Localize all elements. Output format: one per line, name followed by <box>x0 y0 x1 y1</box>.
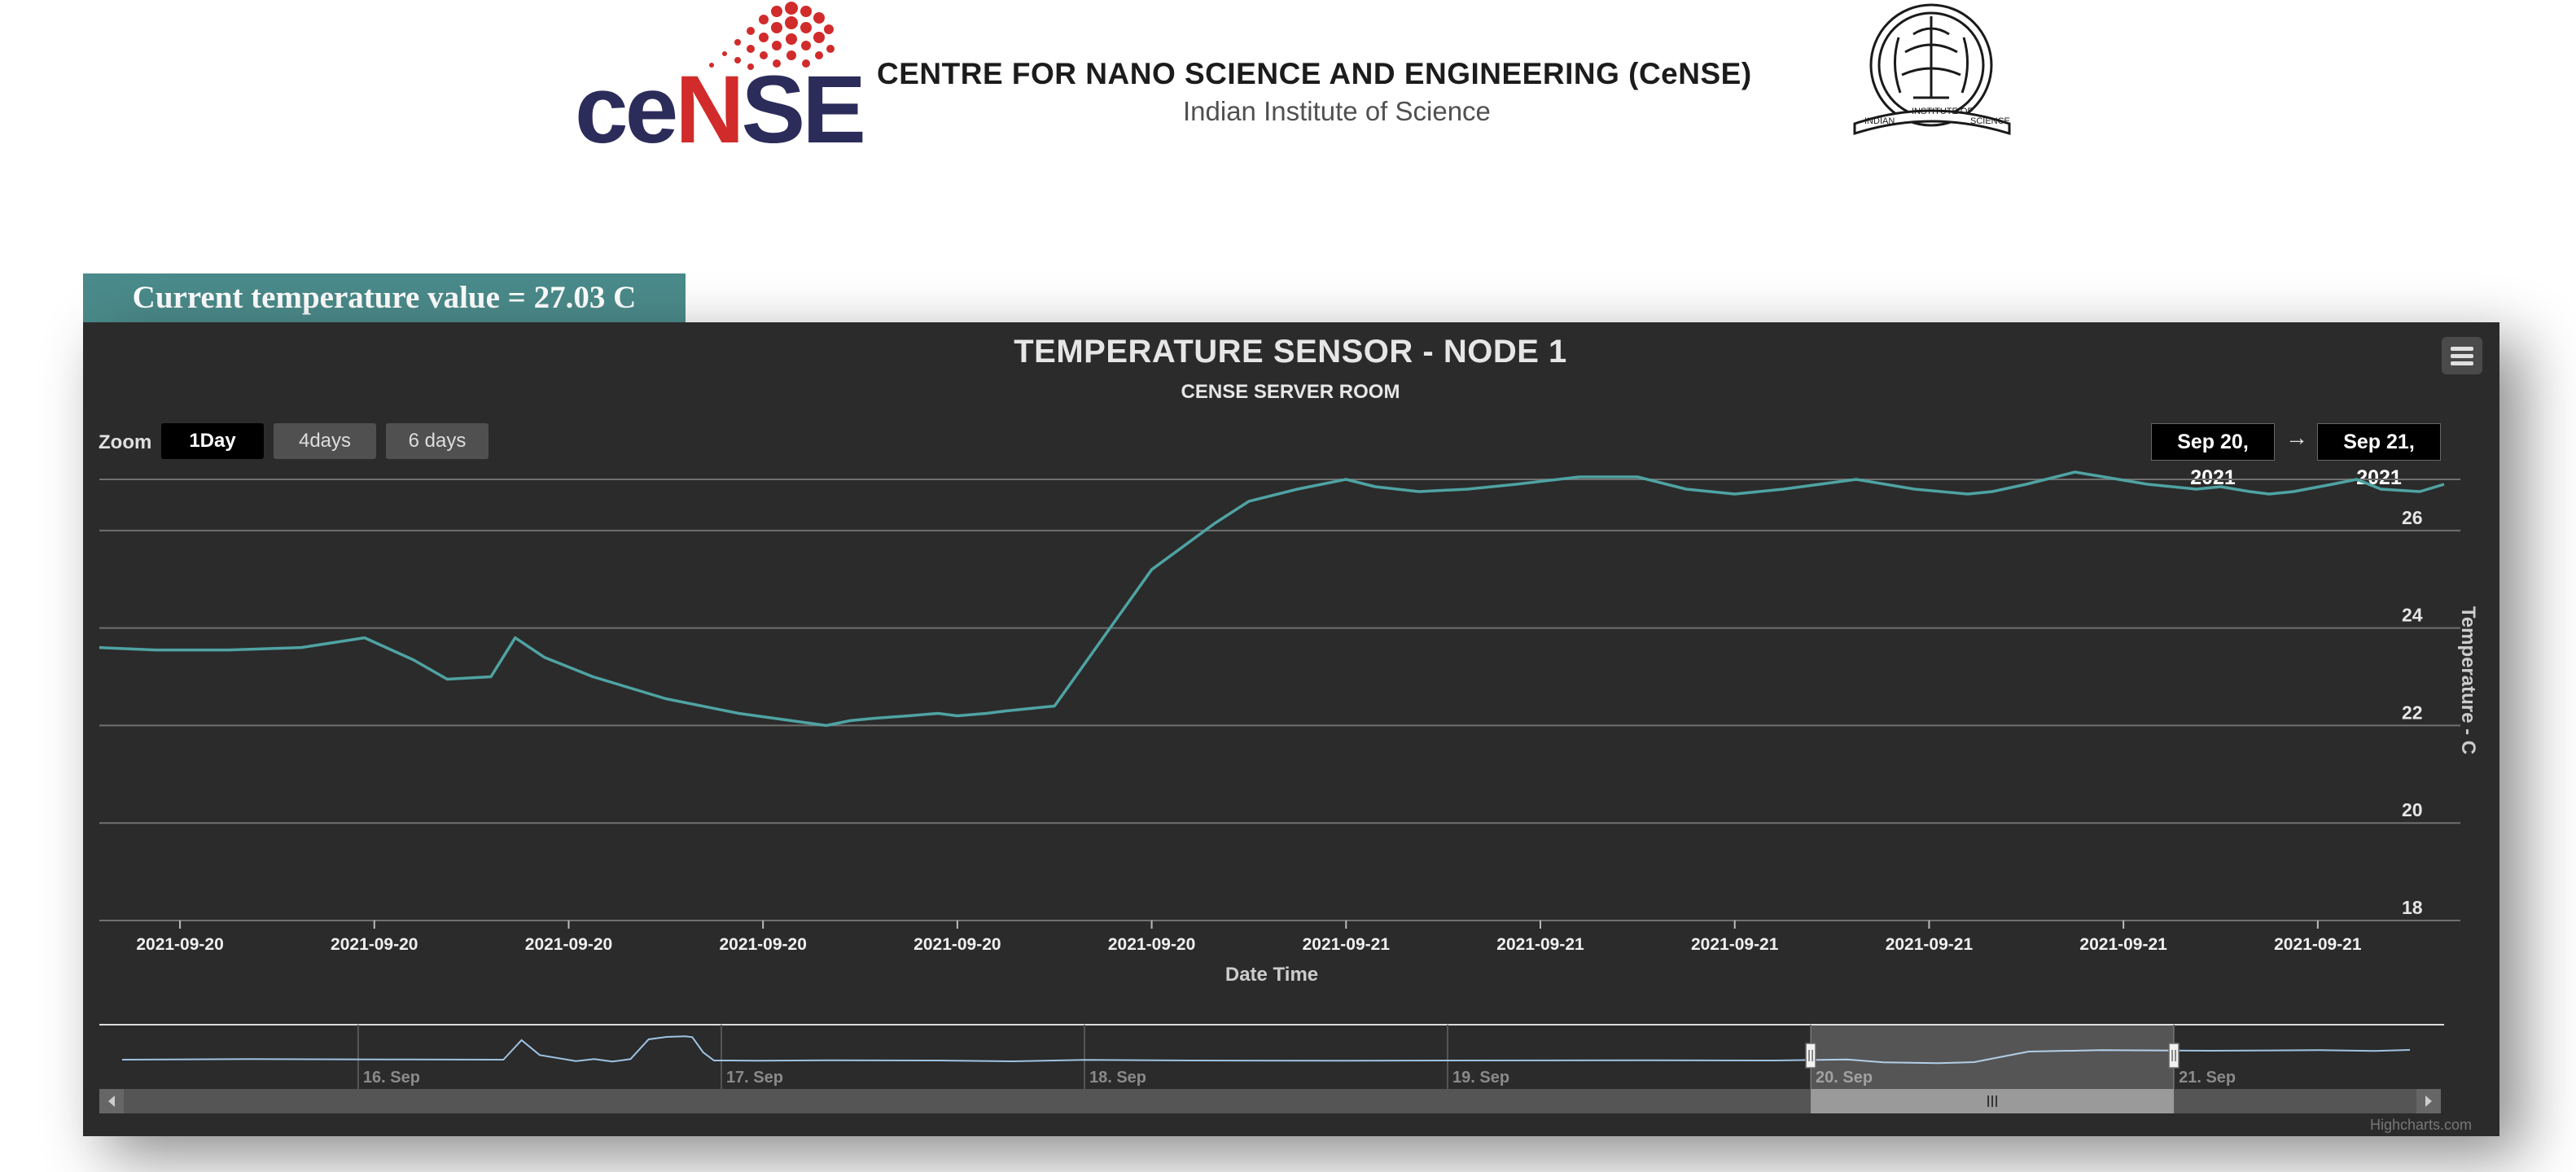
chart-title: TEMPERATURE SENSOR - NODE 1 <box>1014 334 1567 370</box>
x-axis-title: Date Time <box>1225 964 1318 986</box>
x-tick-label: 2021-09-21 <box>1303 935 1391 954</box>
chart-series <box>99 470 2445 728</box>
navigator-tick-label: 17. Sep <box>726 1069 783 1087</box>
y-tick-label: 24 <box>2402 605 2423 626</box>
temperature-series-line <box>99 470 2445 728</box>
range-from-input[interactable]: Sep 20, 2021 <box>2151 423 2275 489</box>
cense-logo-dots-icon <box>709 2 835 70</box>
chart-subtitle: CENSE SERVER ROOM <box>1181 381 1400 403</box>
y-axis-title: Temperature - C <box>2457 606 2479 754</box>
navigator-tick-label: 16. Sep <box>363 1069 420 1087</box>
zoom-1day-button[interactable]: 1Day <box>161 423 264 459</box>
chart-menu-button[interactable] <box>2442 337 2482 374</box>
iisc-seal-icon: INDIAN INSTITUTE OF SCIENCE <box>1853 3 2011 136</box>
y-tick-label: 26 <box>2402 507 2423 528</box>
x-tick-label: 2021-09-21 <box>2274 935 2362 954</box>
scroll-left-arrow-icon <box>108 1095 115 1107</box>
navigator-selection-mask <box>1811 1025 2175 1089</box>
seal-text-right: SCIENCE <box>1970 116 2010 126</box>
zoom-4days-button[interactable]: 4days <box>274 423 376 459</box>
navigator-tick-label: 20. Sep <box>1816 1069 1873 1087</box>
logo-text-right: SE <box>741 56 865 164</box>
hamburger-icon <box>2451 354 2473 358</box>
y-tick-label: 22 <box>2402 702 2423 723</box>
x-tick-label: 2021-09-21 <box>1496 935 1584 954</box>
y-tick-label: 20 <box>2402 799 2423 820</box>
logo-text-red: N <box>675 56 744 164</box>
navigator-handle[interactable] <box>2168 1043 2180 1069</box>
navigator-tick-label: 21. Sep <box>2179 1069 2236 1087</box>
x-tick-label: 2021-09-21 <box>2079 935 2167 954</box>
x-tick-label: 2021-09-20 <box>136 935 223 954</box>
institution-title: CENTRE FOR NANO SCIENCE AND ENGINEERING … <box>877 57 1752 90</box>
hamburger-icon <box>2451 347 2473 351</box>
navigator-tick-label: 18. Sep <box>1089 1069 1146 1087</box>
navigator-handle[interactable] <box>1805 1043 1816 1069</box>
hamburger-icon <box>2451 361 2473 365</box>
current-temperature-banner: Current temperature value = 27.03 C <box>83 273 686 322</box>
cense-logo-wordmark: ceNSE <box>575 62 866 158</box>
seal-text-left: INDIAN <box>1864 116 1895 126</box>
x-tick-label: 2021-09-20 <box>331 935 418 954</box>
logo-text-left: ce <box>575 56 678 164</box>
zoom-label: Zoom <box>99 431 152 453</box>
header: ceNSE CENTRE FOR NANO SCIENCE AND ENGINE… <box>0 0 2576 158</box>
institution-subtitle: Indian Institute of Science <box>1183 96 1491 126</box>
chart-gridlines <box>99 479 2460 921</box>
range-arrow: → <box>2285 425 2308 450</box>
navigator: 16. Sep 17. Sep 18. Sep 19. Sep 20. Sep 21. S… <box>99 1024 2444 1113</box>
x-axis-ticks: 2021-09-20 2021-09-20 2021-09-20 2021-09-20… <box>136 921 2362 954</box>
y-axis-ticks: 18 20 22 24 26 <box>2402 507 2423 918</box>
range-to-input[interactable]: Sep 21, 2021 <box>2317 423 2441 489</box>
x-tick-label: 2021-09-21 <box>1886 935 1974 954</box>
seal-text-mid: INSTITUTE OF <box>1912 107 1973 116</box>
navigator-series-line <box>121 1035 2411 1065</box>
zoom-6days-button[interactable]: 6 days <box>386 423 488 459</box>
x-tick-label: 2021-09-20 <box>719 935 806 954</box>
x-tick-label: 2021-09-20 <box>1108 935 1195 954</box>
x-tick-label: 2021-09-21 <box>1691 935 1779 954</box>
x-tick-label: 2021-09-20 <box>913 935 1001 954</box>
x-tick-label: 2021-09-20 <box>525 935 612 954</box>
y-tick-label: 18 <box>2402 897 2423 918</box>
navigator-tick-label: 19. Sep <box>1452 1069 1509 1087</box>
highcharts-credits[interactable]: Highcharts.com <box>2370 1117 2473 1133</box>
scroll-right-arrow-icon <box>2425 1095 2432 1107</box>
